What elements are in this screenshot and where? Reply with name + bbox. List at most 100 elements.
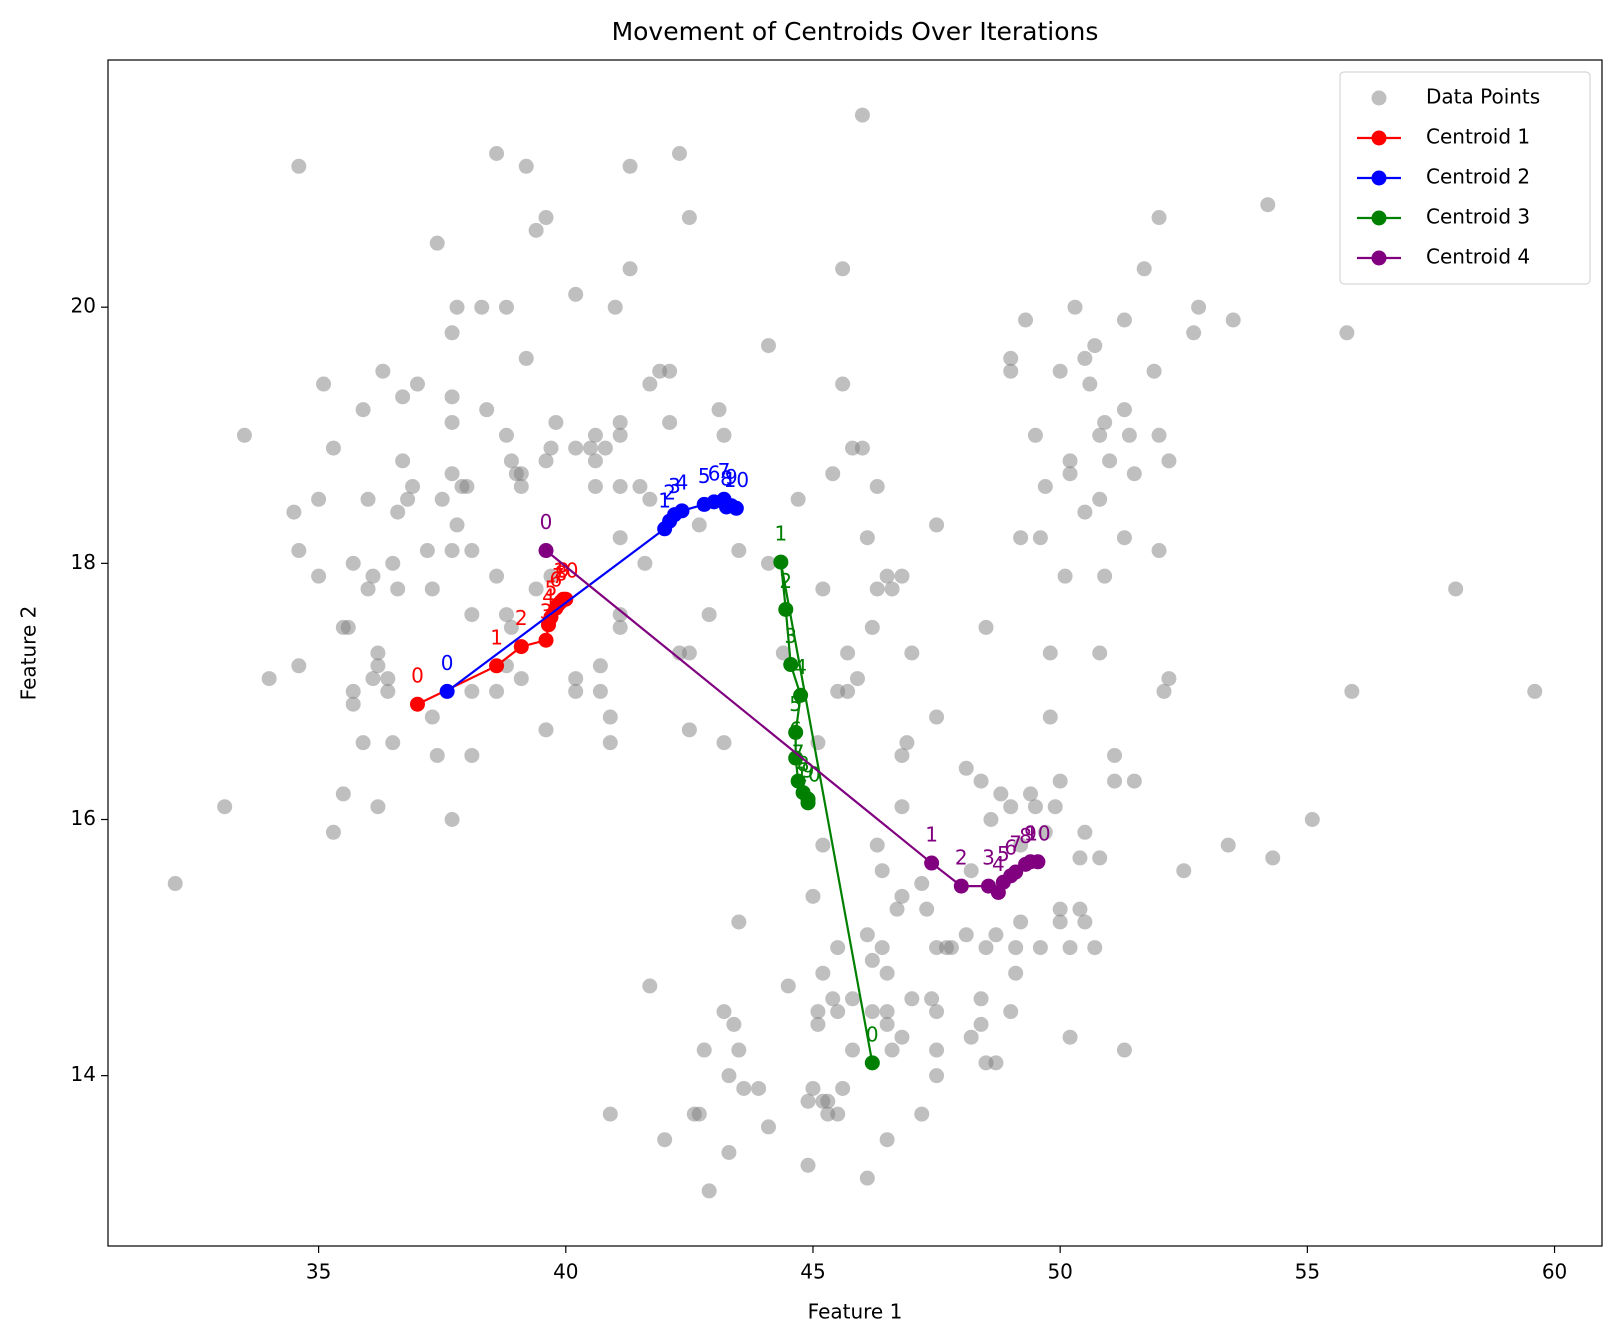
- data-point: [1003, 350, 1019, 366]
- data-point: [1013, 530, 1029, 546]
- iteration-label: 1: [490, 625, 503, 649]
- legend-label: Centroid 4: [1426, 245, 1530, 269]
- data-point: [355, 735, 371, 751]
- data-point: [1151, 427, 1167, 443]
- data-point: [721, 1145, 737, 1161]
- data-point: [1126, 466, 1142, 482]
- iteration-label: 8: [720, 466, 733, 490]
- data-point: [1052, 773, 1068, 789]
- data-point: [489, 683, 505, 699]
- legend-label: Centroid 3: [1426, 205, 1530, 229]
- data-point: [340, 619, 356, 635]
- centroid-marker: [538, 543, 554, 559]
- data-point: [1097, 414, 1113, 430]
- data-point: [424, 709, 440, 725]
- legend-label: Data Points: [1426, 85, 1540, 109]
- legend-marker: [1371, 250, 1387, 266]
- legend-label: Centroid 2: [1426, 165, 1530, 189]
- data-point: [385, 735, 401, 751]
- data-point: [479, 402, 495, 418]
- data-point: [622, 158, 638, 174]
- data-point: [1087, 338, 1103, 354]
- data-point: [1057, 568, 1073, 584]
- data-point: [1225, 312, 1241, 328]
- data-point: [1037, 824, 1053, 840]
- data-point: [311, 568, 327, 584]
- data-point: [662, 414, 678, 430]
- data-point: [444, 466, 460, 482]
- x-tick-label: 35: [306, 1260, 331, 1284]
- data-point: [419, 543, 435, 559]
- data-point: [1087, 940, 1103, 956]
- data-point: [726, 1016, 742, 1032]
- data-point: [854, 440, 870, 456]
- iteration-label: 0: [411, 664, 424, 688]
- iteration-label: 0: [441, 651, 454, 675]
- data-point: [983, 812, 999, 828]
- data-point: [325, 440, 341, 456]
- data-point: [385, 555, 401, 571]
- data-point: [548, 414, 564, 430]
- data-point: [1339, 325, 1355, 341]
- data-point: [1013, 837, 1029, 853]
- data-point: [291, 658, 307, 674]
- data-point: [988, 1055, 1004, 1071]
- data-point: [1136, 261, 1152, 277]
- centroid-marker: [728, 500, 744, 516]
- data-point: [884, 581, 900, 597]
- data-point: [790, 491, 806, 507]
- data-point: [286, 504, 302, 520]
- data-point: [217, 799, 233, 815]
- data-point: [805, 888, 821, 904]
- data-point: [1042, 645, 1058, 661]
- data-point: [1027, 427, 1043, 443]
- data-point: [390, 504, 406, 520]
- data-point: [1072, 850, 1088, 866]
- iteration-label: 1: [925, 823, 938, 847]
- data-point: [1003, 363, 1019, 379]
- data-point: [775, 645, 791, 661]
- data-point: [701, 1183, 717, 1199]
- data-point: [642, 376, 658, 392]
- data-point: [459, 478, 475, 494]
- data-point: [1032, 530, 1048, 546]
- data-point: [1077, 350, 1093, 366]
- data-point: [815, 965, 831, 981]
- data-point: [612, 607, 628, 623]
- data-point: [1151, 543, 1167, 559]
- data-point: [444, 414, 460, 430]
- data-point: [583, 440, 599, 456]
- data-point: [810, 1016, 826, 1032]
- data-point: [1107, 747, 1123, 763]
- data-point: [370, 658, 386, 674]
- data-point: [449, 299, 465, 315]
- data-point: [1097, 568, 1113, 584]
- data-point: [943, 940, 959, 956]
- data-point: [464, 683, 480, 699]
- iteration-label: 9: [725, 465, 738, 489]
- data-point: [632, 478, 648, 494]
- data-point: [879, 1132, 895, 1148]
- data-point: [899, 735, 915, 751]
- data-point: [424, 581, 440, 597]
- data-point: [1003, 1004, 1019, 1020]
- data-point: [489, 145, 505, 161]
- data-point: [1344, 683, 1360, 699]
- data-point: [760, 338, 776, 354]
- data-point: [978, 940, 994, 956]
- iteration-label: 5: [997, 842, 1010, 866]
- centroid-marker: [924, 855, 940, 871]
- x-tick-label: 45: [800, 1260, 825, 1284]
- data-point: [800, 1093, 816, 1109]
- data-point: [380, 671, 396, 687]
- data-point: [1042, 709, 1058, 725]
- data-point: [1527, 683, 1543, 699]
- iteration-label: 1: [774, 522, 787, 546]
- data-point: [434, 491, 450, 507]
- data-point: [1072, 901, 1088, 917]
- data-point: [1052, 914, 1068, 930]
- data-point: [612, 619, 628, 635]
- data-point: [360, 491, 376, 507]
- data-point: [657, 1132, 673, 1148]
- data-point: [988, 927, 1004, 943]
